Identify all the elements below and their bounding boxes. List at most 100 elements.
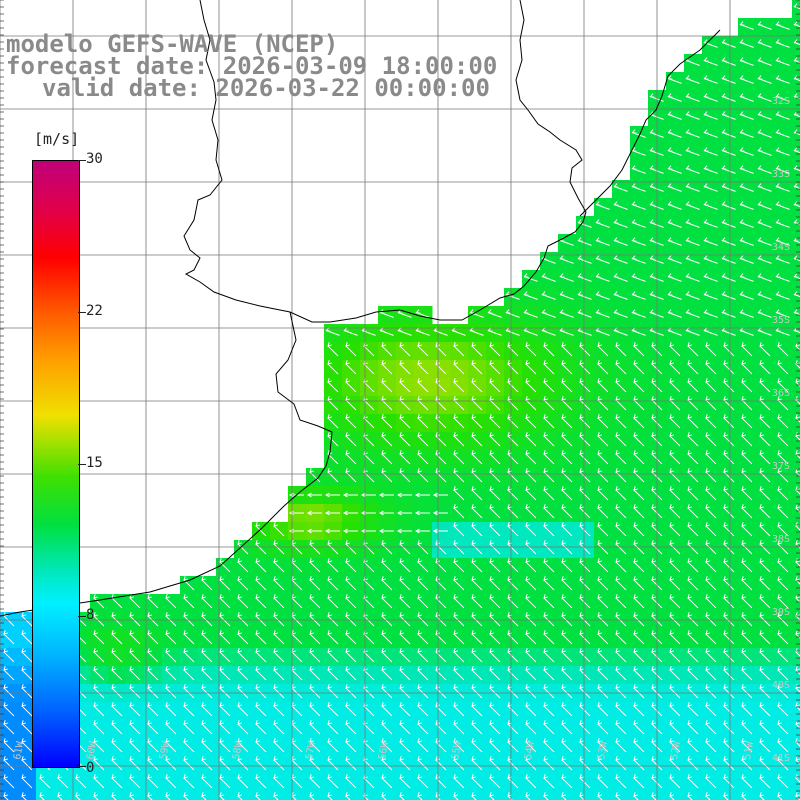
wind-arrow: [795, 756, 800, 765]
wind-arrow: [147, 756, 159, 771]
wind-speed-cell: [792, 90, 800, 109]
wind-arrow: [111, 648, 123, 663]
wind-arrow: [453, 450, 465, 465]
wind-arrow: [219, 756, 231, 771]
wind-arrow: [723, 666, 735, 681]
wind-arrow: [543, 702, 555, 717]
wind-arrow: [705, 756, 717, 771]
wind-arrow: [687, 648, 699, 663]
wind-arrow: [147, 702, 159, 717]
wind-arrow: [219, 738, 231, 753]
wind-arrow: [741, 414, 753, 429]
wind-arrow: [579, 486, 591, 501]
wind-arrow: [201, 702, 213, 717]
wind-arrow: [183, 774, 195, 789]
wind-arrow: [255, 612, 267, 627]
wind-arrow: [345, 720, 357, 735]
wind-arrow: [577, 219, 592, 228]
wind-arrow: [432, 510, 448, 516]
wind-arrow: [129, 648, 141, 663]
wind-arrow: [793, 183, 800, 190]
wind-arrow: [759, 666, 771, 681]
wind-arrow: [129, 738, 141, 753]
wind-arrow: [685, 93, 700, 102]
wind-arrow: [687, 414, 699, 429]
wind-arrow: [309, 612, 321, 627]
wind-arrow: [631, 219, 646, 228]
wind-arrow: [597, 558, 609, 573]
wind-speed-cell: [792, 774, 800, 793]
wind-arrow: [597, 414, 609, 429]
wind-arrow: [705, 576, 717, 591]
wind-arrow: [705, 342, 717, 357]
wind-arrow: [93, 594, 105, 609]
wind-arrow: [378, 492, 394, 498]
wind-arrow: [255, 774, 267, 789]
wind-arrow: [615, 702, 627, 717]
wind-arrow: [345, 594, 357, 609]
wind-arrow: [219, 576, 231, 591]
wind-arrow: [489, 450, 501, 465]
wind-arrow: [795, 558, 800, 567]
wind-arrow: [669, 360, 681, 375]
wind-arrow: [93, 720, 105, 735]
wind-arrow: [739, 255, 754, 264]
wind-arrow: [453, 522, 465, 537]
wind-arrow: [378, 510, 394, 516]
wind-arrow: [453, 396, 465, 411]
wind-arrow: [579, 432, 591, 447]
wind-arrow: [579, 612, 591, 627]
wind-arrow: [93, 612, 105, 627]
wind-arrow: [597, 612, 609, 627]
wind-arrow: [523, 327, 538, 336]
wind-speed-cell: [126, 792, 145, 800]
wind-arrow: [721, 327, 736, 336]
wind-arrow: [577, 327, 592, 336]
wind-arrow: [597, 378, 609, 393]
wind-arrow: [453, 486, 465, 501]
wind-arrow: [795, 342, 800, 351]
wind-arrow: [93, 666, 105, 681]
wind-arrow: [325, 327, 340, 336]
latitude-label: 39S: [772, 607, 790, 618]
wind-arrow: [543, 432, 555, 447]
wind-arrow: [775, 129, 790, 138]
wind-arrow: [417, 432, 429, 447]
wind-arrow: [631, 165, 646, 174]
wind-speed-cell: [720, 792, 739, 800]
wind-arrow: [597, 360, 609, 375]
wind-speed-cell: [792, 450, 800, 469]
wind-arrow: [669, 558, 681, 573]
wind-arrow: [793, 39, 800, 46]
wind-arrow: [399, 378, 411, 393]
wind-arrow: [201, 774, 213, 789]
wind-arrow: [471, 450, 483, 465]
wind-arrow: [561, 486, 573, 501]
wind-arrow: [775, 255, 790, 264]
wind-arrow: [631, 183, 646, 192]
wind-arrow: [489, 612, 501, 627]
wind-arrow: [705, 378, 717, 393]
wind-arrow: [342, 528, 358, 534]
wind-arrow: [723, 774, 735, 789]
wind-arrow: [201, 792, 207, 800]
wind-arrow: [505, 327, 520, 336]
wind-arrow: [613, 291, 628, 300]
wind-arrow: [615, 666, 627, 681]
wind-arrow: [561, 360, 573, 375]
wind-arrow: [273, 720, 285, 735]
wind-arrow: [21, 756, 33, 771]
wind-arrow: [597, 540, 609, 555]
latitude-label: 36S: [772, 388, 790, 399]
wind-arrow: [255, 576, 267, 591]
wind-arrow: [633, 666, 645, 681]
wind-arrow: [324, 528, 340, 534]
wind-arrow: [633, 576, 645, 591]
wind-arrow: [705, 360, 717, 375]
wind-arrow: [525, 666, 537, 681]
wind-arrow: [687, 450, 699, 465]
wind-speed-cell: [738, 792, 757, 800]
wind-arrow: [147, 594, 159, 609]
wind-arrow: [309, 774, 321, 789]
wind-arrow: [453, 558, 465, 573]
